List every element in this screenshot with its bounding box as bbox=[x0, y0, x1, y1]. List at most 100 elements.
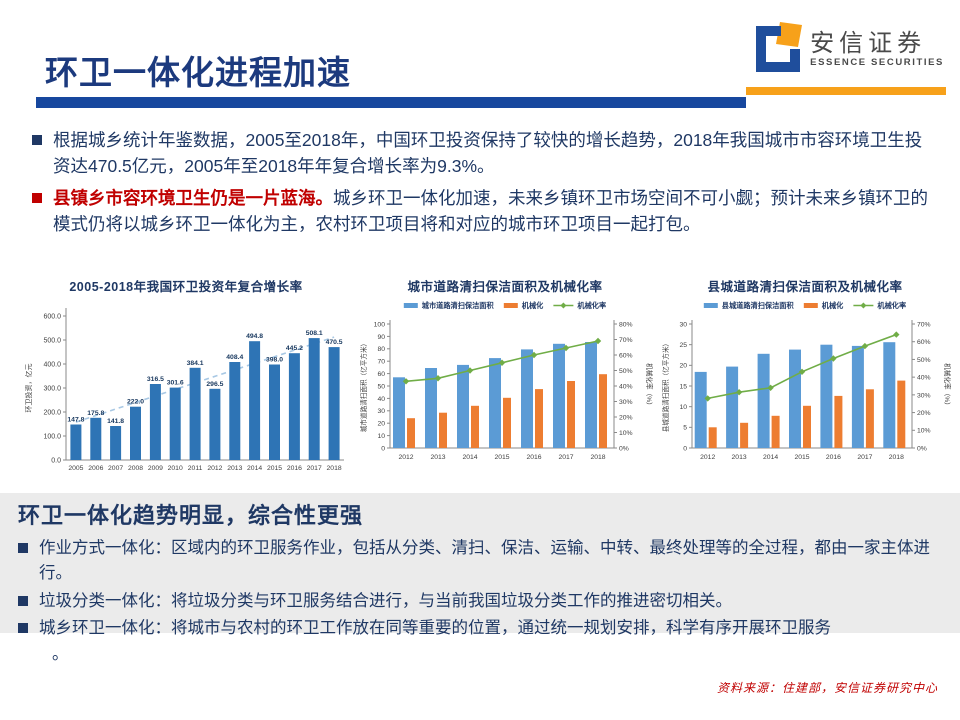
data-source-note: 资料来源：住建部，安信证券研究中心 bbox=[716, 681, 938, 695]
square-bullet-icon bbox=[18, 543, 28, 553]
intro-bullet-1-text: 根据城乡统计年鉴数据，2005至2018年，中国环卫投资保持了较快的增长趋势，2… bbox=[53, 130, 923, 177]
svg-text:县城道路清扫保洁面积: 县城道路清扫保洁面积 bbox=[722, 301, 795, 310]
header-rule-orange bbox=[746, 87, 946, 95]
svg-text:384.1: 384.1 bbox=[187, 360, 204, 367]
page-title: 环卫一体化进程加速 bbox=[45, 54, 351, 91]
svg-text:301.6: 301.6 bbox=[167, 380, 184, 387]
svg-text:60%: 60% bbox=[619, 352, 633, 359]
svg-text:10%: 10% bbox=[619, 430, 633, 437]
svg-text:10: 10 bbox=[377, 433, 385, 440]
summary-item-2-text: 垃圾分类一体化：将垃圾分类与环卫服务结合进行，与当前我国垃圾分类工作的推进密切相… bbox=[39, 591, 732, 610]
svg-text:0: 0 bbox=[381, 445, 385, 452]
logo-text: 安信证券 ESSENCE SECURITIES bbox=[810, 29, 944, 68]
svg-text:500.0: 500.0 bbox=[43, 338, 61, 345]
svg-text:10%: 10% bbox=[917, 428, 931, 435]
intro-bullet-1: 根据城乡统计年鉴数据，2005至2018年，中国环卫投资保持了较快的增长趋势，2… bbox=[32, 127, 938, 180]
svg-text:2015: 2015 bbox=[494, 454, 509, 461]
svg-text:2012: 2012 bbox=[207, 465, 222, 472]
svg-text:494.8: 494.8 bbox=[246, 333, 263, 340]
square-bullet-icon bbox=[18, 595, 28, 606]
svg-text:机械化: 机械化 bbox=[822, 301, 844, 310]
svg-text:2013: 2013 bbox=[430, 454, 445, 461]
svg-text:30%: 30% bbox=[619, 399, 633, 406]
svg-text:10: 10 bbox=[679, 404, 687, 411]
svg-text:141.8: 141.8 bbox=[107, 418, 124, 425]
svg-text:40%: 40% bbox=[917, 375, 931, 382]
svg-text:30: 30 bbox=[377, 408, 385, 415]
svg-text:环卫投资，亿元: 环卫投资，亿元 bbox=[24, 364, 33, 413]
square-bullet-icon bbox=[32, 135, 42, 145]
svg-text:70: 70 bbox=[377, 359, 385, 366]
svg-text:0%: 0% bbox=[917, 445, 927, 452]
svg-text:296.5: 296.5 bbox=[206, 381, 223, 388]
intro-bullet-2-text: 县镇乡市容环境卫生仍是一片蓝海。城乡环卫一体化加速，未来乡镇环卫市场空间不可小觑… bbox=[53, 185, 938, 238]
svg-text:50: 50 bbox=[377, 383, 385, 390]
svg-text:2017: 2017 bbox=[307, 465, 322, 472]
svg-text:20%: 20% bbox=[619, 414, 633, 421]
svg-text:175.8: 175.8 bbox=[87, 410, 104, 417]
logo-name: 安信证券 bbox=[810, 29, 927, 57]
svg-text:80%: 80% bbox=[619, 321, 633, 328]
svg-text:508.1: 508.1 bbox=[306, 330, 323, 337]
svg-text:0: 0 bbox=[683, 445, 687, 452]
svg-text:2012: 2012 bbox=[398, 454, 413, 461]
svg-text:城市道路清扫面积（亿平方米）: 城市道路清扫面积（亿平方米） bbox=[359, 340, 368, 432]
svg-text:70%: 70% bbox=[619, 337, 633, 344]
svg-text:2015: 2015 bbox=[794, 454, 809, 461]
svg-text:2014: 2014 bbox=[247, 465, 262, 472]
summary-item-3: 城乡环卫一体化：将城市与农村的环卫工作放在同等重要的位置，通过统一规划安排，科学… bbox=[18, 616, 938, 641]
svg-text:600.0: 600.0 bbox=[43, 314, 61, 321]
urban-road-cleaning-combo-chart: 城市道路清扫保洁面积及机械化率 城市道路清扫保洁面积 机械化 机械化率 0 10 20 30… bbox=[356, 270, 654, 495]
svg-text:2006: 2006 bbox=[88, 465, 103, 472]
intro-bullet-2: 县镇乡市容环境卫生仍是一片蓝海。城乡环卫一体化加速，未来乡镇环卫市场空间不可小觑… bbox=[32, 185, 938, 238]
svg-text:2018: 2018 bbox=[327, 465, 342, 472]
svg-text:机械化率（%）: 机械化率（%） bbox=[645, 363, 654, 408]
svg-text:445.2: 445.2 bbox=[286, 345, 303, 352]
summary-item-2: 垃圾分类一体化：将垃圾分类与环卫服务结合进行，与当前我国垃圾分类工作的推进密切相… bbox=[18, 589, 938, 614]
svg-text:2016: 2016 bbox=[287, 465, 302, 472]
svg-text:2010: 2010 bbox=[168, 465, 183, 472]
svg-text:50%: 50% bbox=[619, 368, 633, 375]
svg-text:2018: 2018 bbox=[889, 454, 904, 461]
svg-text:50%: 50% bbox=[917, 357, 931, 364]
svg-text:2005: 2005 bbox=[68, 465, 83, 472]
brand-logo: 安信证券 ESSENCE SECURITIES bbox=[750, 20, 944, 79]
square-bullet-icon bbox=[18, 623, 28, 634]
intro-bullet-2-rest: 城乡环卫一体化加速，未来乡镇环卫市场空间不可小觑；预计未来乡镇环卫的模式仍将以城… bbox=[53, 187, 928, 234]
svg-text:20%: 20% bbox=[917, 410, 931, 417]
svg-text:100.0: 100.0 bbox=[43, 434, 61, 441]
svg-text:20: 20 bbox=[377, 421, 385, 428]
svg-text:30%: 30% bbox=[917, 392, 931, 399]
svg-text:147.8: 147.8 bbox=[67, 417, 84, 424]
svg-text:2011: 2011 bbox=[188, 465, 203, 472]
svg-text:200.0: 200.0 bbox=[43, 410, 61, 417]
svg-text:2016: 2016 bbox=[826, 454, 841, 461]
combo-chart-plot: 城市道路清扫保洁面积 机械化 机械化率 0 10 20 30 40 50 60 70 80 90 100 0… bbox=[356, 298, 654, 495]
header-rule-blue bbox=[36, 97, 746, 108]
svg-text:2008: 2008 bbox=[128, 465, 143, 472]
svg-text:0.0: 0.0 bbox=[51, 458, 61, 465]
svg-text:2017: 2017 bbox=[558, 454, 573, 461]
svg-text:70%: 70% bbox=[917, 321, 931, 328]
svg-text:2013: 2013 bbox=[732, 454, 747, 461]
svg-text:机械化率: 机械化率 bbox=[877, 301, 906, 310]
chart-title: 县城道路清扫保洁面积及机械化率 bbox=[707, 280, 903, 294]
svg-text:40: 40 bbox=[377, 396, 385, 403]
svg-text:2018: 2018 bbox=[590, 454, 605, 461]
svg-text:县城道路清扫面积（亿平方米）: 县城道路清扫面积（亿平方米） bbox=[661, 340, 670, 432]
summary-item-3-text: 城乡环卫一体化：将城市与农村的环卫工作放在同等重要的位置，通过统一规划安排，科学… bbox=[39, 619, 831, 638]
svg-text:2016: 2016 bbox=[526, 454, 541, 461]
svg-text:0%: 0% bbox=[619, 445, 629, 452]
svg-text:30: 30 bbox=[679, 321, 687, 328]
svg-text:5: 5 bbox=[683, 425, 687, 432]
chart-title: 城市道路清扫保洁面积及机械化率 bbox=[407, 280, 603, 294]
svg-text:25: 25 bbox=[679, 342, 687, 349]
svg-text:2014: 2014 bbox=[763, 454, 778, 461]
charts-row: 2005-2018年我国环卫投资年复合增长率 0.0 100.0 200.0 300.… bbox=[0, 270, 960, 490]
svg-text:60: 60 bbox=[377, 371, 385, 378]
svg-text:40%: 40% bbox=[619, 383, 633, 390]
chart-title: 2005-2018年我国环卫投资年复合增长率 bbox=[69, 280, 303, 294]
svg-text:2017: 2017 bbox=[857, 454, 872, 461]
intro-section: 根据城乡统计年鉴数据，2005至2018年，中国环卫投资保持了较快的增长趋势，2… bbox=[32, 127, 938, 242]
